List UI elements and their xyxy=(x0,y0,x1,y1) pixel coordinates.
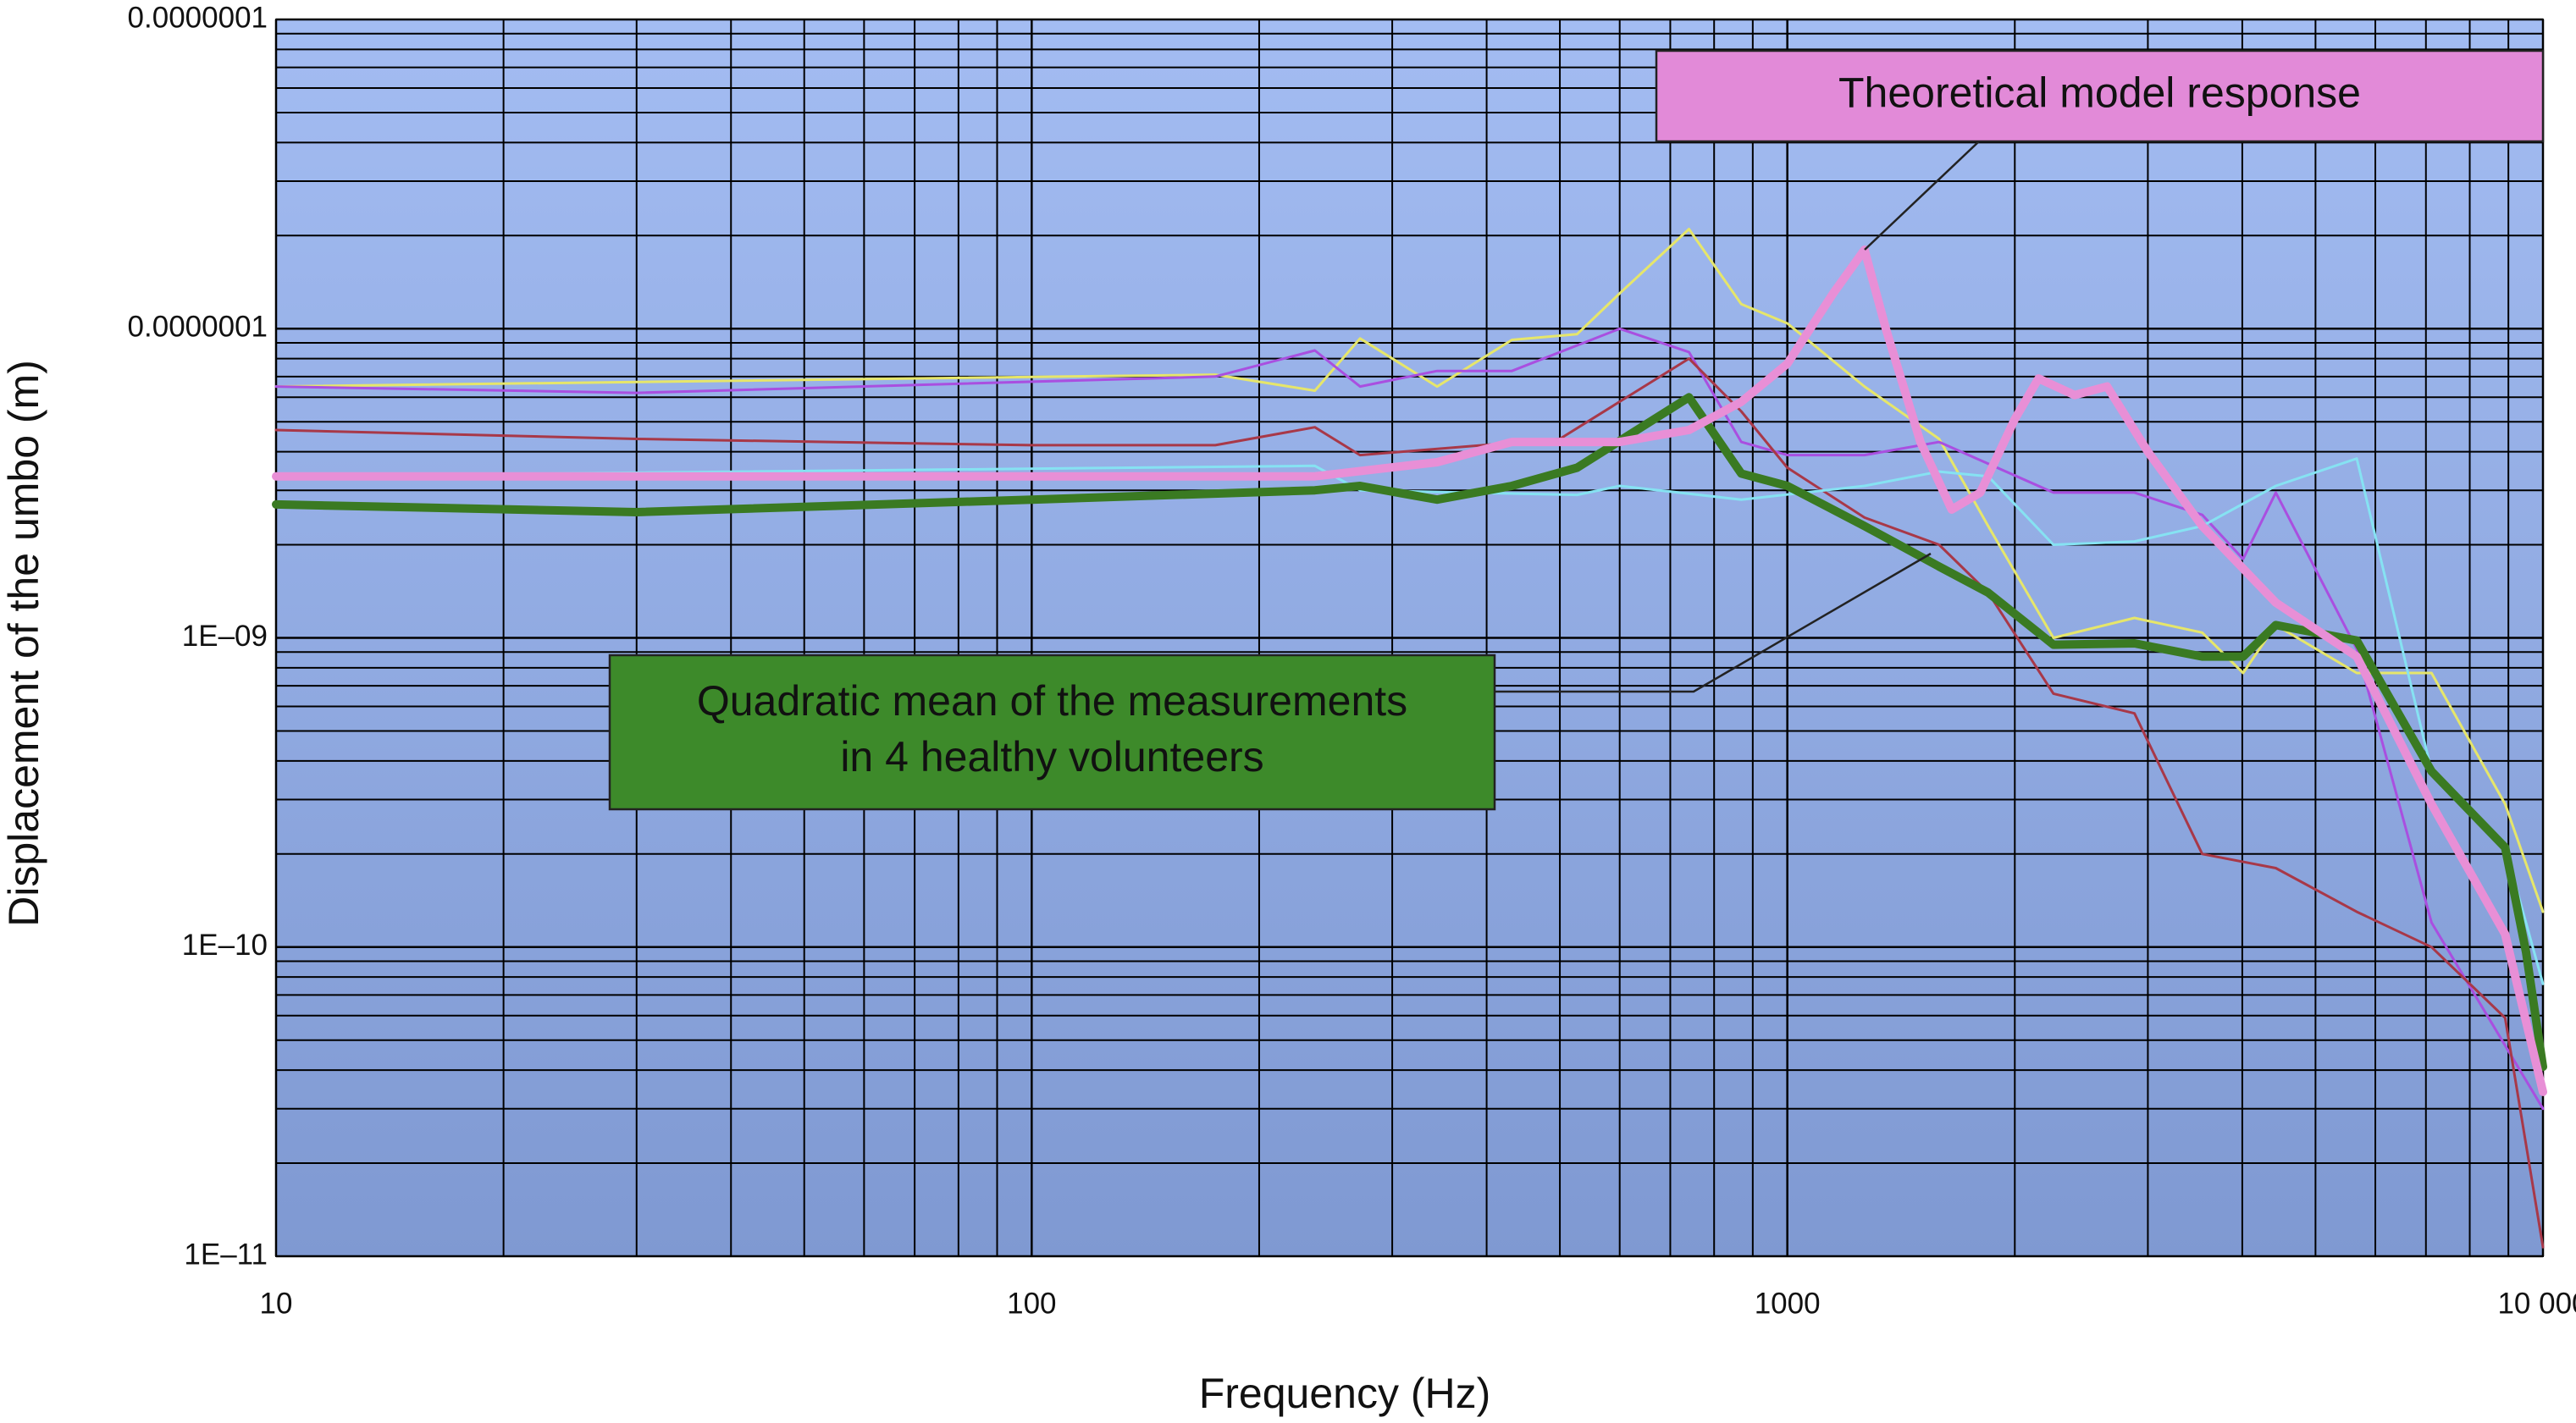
annotation-box xyxy=(608,654,1496,811)
y-axis-label: Displacement of the umbo (m) xyxy=(0,360,47,927)
data-line xyxy=(272,393,2547,1072)
y-tick-label: 0.0000001 xyxy=(128,1,268,34)
x-tick-label: 1000 xyxy=(1755,1287,1821,1320)
x-tick-label: 10 xyxy=(260,1287,293,1320)
annotation-text: in 4 healthy volunteers xyxy=(840,733,1263,780)
y-tick-label: 1E–11 xyxy=(184,1238,268,1271)
plot-border xyxy=(275,19,2544,1257)
leader-line xyxy=(1495,552,1932,693)
y-tick-label: 1E–09 xyxy=(182,620,268,653)
x-tick-label: 10 000 xyxy=(2497,1287,2576,1320)
annotation-box xyxy=(1655,49,2545,143)
annotation-text: Theoretical model response xyxy=(1838,69,2361,117)
data-line xyxy=(274,327,2545,1111)
x-axis-label: Frequency (Hz) xyxy=(1199,1370,1491,1417)
y-tick-label: 1E–10 xyxy=(182,929,268,962)
data-line xyxy=(272,245,2547,1096)
data-line xyxy=(274,357,2545,1249)
annotation-text: Quadratic mean of the measurements xyxy=(697,677,1407,725)
leader-line xyxy=(1864,141,1980,251)
data-line xyxy=(274,228,2545,913)
y-tick-label: 0.0000001 xyxy=(128,311,268,344)
x-tick-label: 100 xyxy=(1007,1287,1056,1320)
